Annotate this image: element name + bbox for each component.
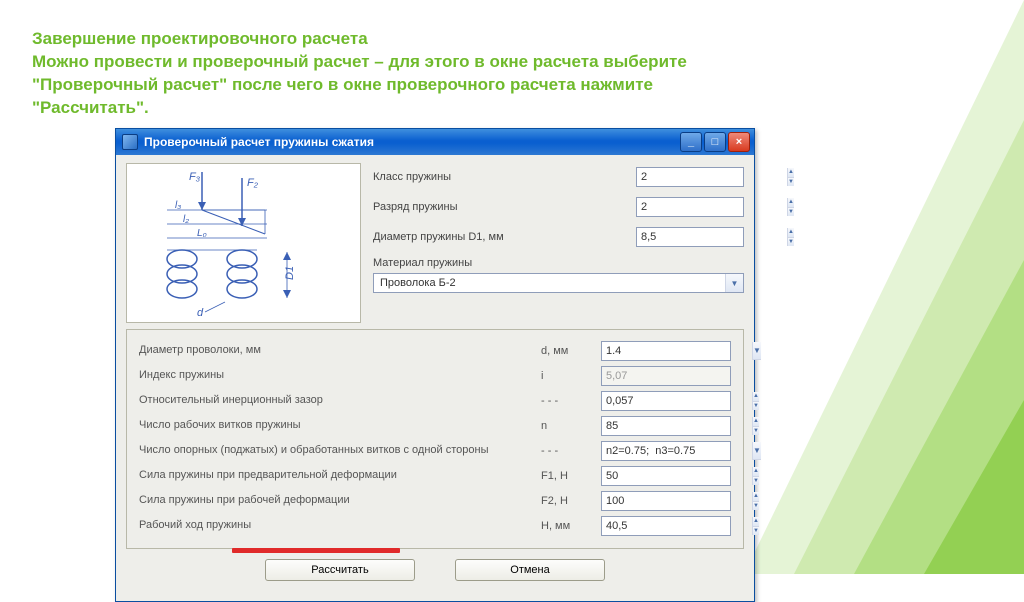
dropdown-icon[interactable]: ▼ <box>753 342 761 360</box>
spin-down-icon[interactable]: ▼ <box>753 477 759 486</box>
param-input-wrap[interactable]: ▲▼ <box>601 491 731 511</box>
param-label: Сила пружины при предварительной деформа… <box>139 469 533 482</box>
param-symbol: d, мм <box>541 345 593 357</box>
titlebar[interactable]: Проверочный расчет пружины сжатия _ □ × <box>116 129 754 155</box>
field-row: Класс пружины ▲▼ <box>373 167 744 187</box>
param-input-wrap[interactable]: ▲▼ <box>601 416 731 436</box>
class-input[interactable] <box>637 168 787 186</box>
param-row: Рабочий ход пружины H, мм ▲▼ <box>139 515 731 537</box>
minimize-button[interactable]: _ <box>680 132 702 152</box>
field-label: Диаметр пружины D1, мм <box>373 231 628 243</box>
param-label: Диаметр проволоки, мм <box>139 344 533 357</box>
param-input[interactable] <box>602 342 752 360</box>
spin-up-icon[interactable]: ▲ <box>788 228 794 238</box>
field-label: Класс пружины <box>373 171 628 183</box>
svg-text:L₀: L₀ <box>197 228 207 239</box>
spin-up-icon[interactable]: ▲ <box>788 198 794 208</box>
param-row: Сила пружины при рабочей деформации F2, Н… <box>139 490 731 512</box>
param-row: Диаметр проволоки, мм d, мм ▼ <box>139 340 731 362</box>
param-input[interactable] <box>602 517 752 535</box>
app-icon <box>122 134 138 150</box>
spin-up-icon[interactable]: ▲ <box>753 517 759 527</box>
rank-input[interactable] <box>637 198 787 216</box>
param-input-wrap[interactable]: ▲▼ <box>601 466 731 486</box>
rank-spinner[interactable]: ▲▼ <box>636 197 744 217</box>
spin-up-icon[interactable]: ▲ <box>753 492 759 502</box>
material-label: Материал пружины <box>373 257 744 269</box>
param-row: Число опорных (поджатых) и обработанных … <box>139 440 731 462</box>
maximize-button[interactable]: □ <box>704 132 726 152</box>
dropdown-icon[interactable]: ▼ <box>725 274 743 292</box>
spin-down-icon[interactable]: ▼ <box>753 402 759 411</box>
parameters-panel: Диаметр проволоки, мм d, мм ▼ Индекс пружин… <box>126 329 744 549</box>
param-label: Рабочий ход пружины <box>139 519 533 532</box>
class-spinner[interactable]: ▲▼ <box>636 167 744 187</box>
spin-up-icon[interactable]: ▲ <box>753 392 759 402</box>
param-label: Относительный инерционный зазор <box>139 394 533 407</box>
material-value: Проволока Б-2 <box>374 277 725 289</box>
param-row: Индекс пружины i <box>139 365 731 387</box>
spin-up-icon[interactable]: ▲ <box>753 467 759 477</box>
param-row: Сила пружины при предварительной деформа… <box>139 465 731 487</box>
param-row: Число рабочих витков пружины n ▲▼ <box>139 415 731 437</box>
param-input[interactable] <box>602 417 752 435</box>
param-input-wrap[interactable]: ▲▼ <box>601 516 731 536</box>
spin-up-icon[interactable]: ▲ <box>753 417 759 427</box>
spin-down-icon[interactable]: ▼ <box>788 208 794 217</box>
param-input[interactable] <box>602 392 752 410</box>
param-input-wrap[interactable]: ▼ <box>601 441 731 461</box>
diameter-input[interactable] <box>637 228 787 246</box>
cancel-button[interactable]: Отмена <box>455 559 605 581</box>
param-symbol: i <box>541 370 593 382</box>
param-row: Относительный инерционный зазор - - - ▲▼ <box>139 390 731 412</box>
slide-heading: Завершение проектировочного расчета Можн… <box>0 0 780 120</box>
param-symbol: - - - <box>541 395 593 407</box>
svg-text:l₃: l₃ <box>175 200 181 211</box>
param-input-wrap[interactable]: ▼ <box>601 341 731 361</box>
param-label: Индекс пружины <box>139 369 533 382</box>
svg-text:l₂: l₂ <box>183 214 189 225</box>
spring-diagram: F₃ F₂ l₃ l₂ L₀ <box>126 163 361 323</box>
diameter-spinner[interactable]: ▲▼ <box>636 227 744 247</box>
param-label: Число рабочих витков пружины <box>139 419 533 432</box>
spin-down-icon[interactable]: ▼ <box>788 178 794 187</box>
spin-up-icon[interactable]: ▲ <box>788 168 794 178</box>
param-input[interactable] <box>602 492 752 510</box>
param-symbol: H, мм <box>541 520 593 532</box>
svg-text:d: d <box>197 307 204 319</box>
param-symbol: - - - <box>541 445 593 457</box>
field-label: Разряд пружины <box>373 201 628 213</box>
param-input[interactable] <box>602 442 752 460</box>
param-symbol: F1, Н <box>541 470 593 482</box>
spin-down-icon[interactable]: ▼ <box>753 427 759 436</box>
verification-calc-dialog: Проверочный расчет пружины сжатия _ □ × … <box>115 128 755 602</box>
field-row: Разряд пружины ▲▼ <box>373 197 744 217</box>
calculate-button[interactable]: Рассчитать <box>265 559 415 581</box>
param-input-wrap[interactable]: ▲▼ <box>601 391 731 411</box>
spin-down-icon[interactable]: ▼ <box>753 527 759 536</box>
spin-down-icon[interactable]: ▼ <box>788 238 794 247</box>
svg-text:F₂: F₂ <box>247 177 259 189</box>
field-row: Диаметр пружины D1, мм ▲▼ <box>373 227 744 247</box>
close-button[interactable]: × <box>728 132 750 152</box>
param-input[interactable] <box>602 467 752 485</box>
param-symbol: F2, Н <box>541 495 593 507</box>
window-title: Проверочный расчет пружины сжатия <box>144 135 680 149</box>
param-input-wrap[interactable] <box>601 366 731 386</box>
svg-text:D1: D1 <box>284 266 296 280</box>
param-input <box>602 367 752 385</box>
dropdown-icon[interactable]: ▼ <box>753 442 761 460</box>
param-symbol: n <box>541 420 593 432</box>
red-highlight-marker <box>232 548 400 553</box>
param-label: Число опорных (поджатых) и обработанных … <box>139 444 533 457</box>
svg-text:F₃: F₃ <box>189 171 201 183</box>
material-select[interactable]: Проволока Б-2 ▼ <box>373 273 744 293</box>
spin-down-icon[interactable]: ▼ <box>753 502 759 511</box>
param-label: Сила пружины при рабочей деформации <box>139 494 533 507</box>
upper-fields: Класс пружины ▲▼ Разряд пружины ▲▼ Диаме… <box>373 163 744 323</box>
